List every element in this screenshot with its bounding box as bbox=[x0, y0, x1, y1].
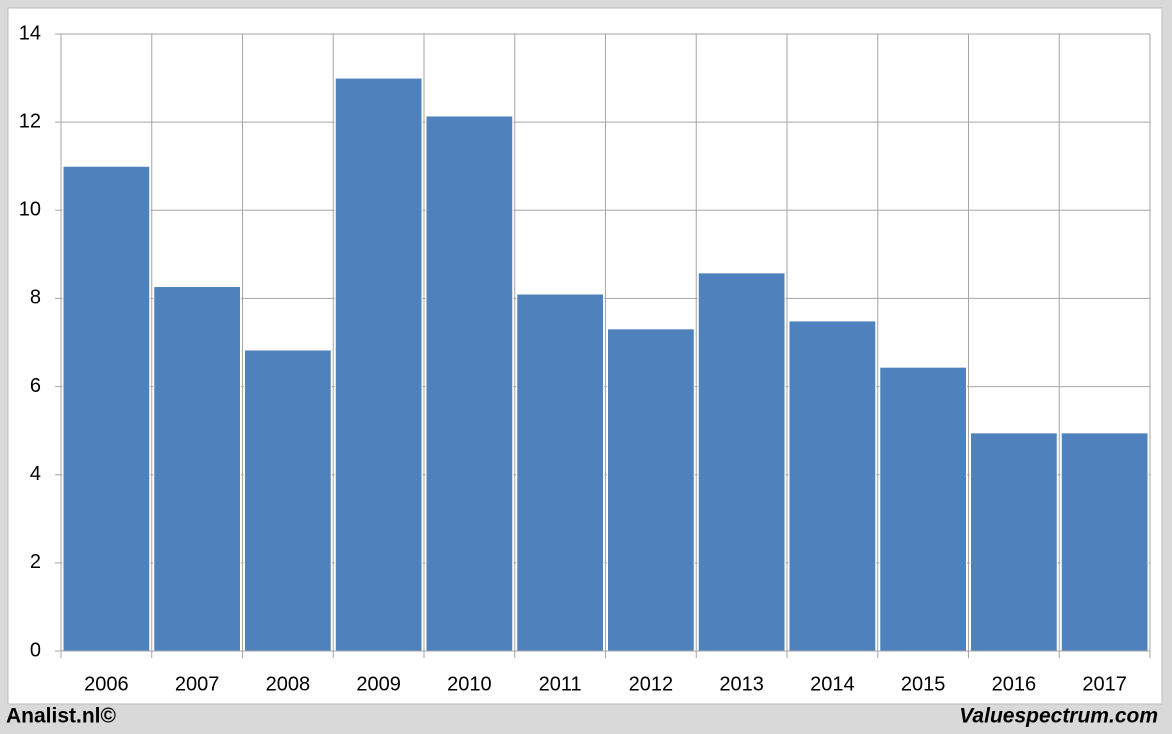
y-tick-label: 4 bbox=[30, 463, 41, 485]
x-tick-label: 2016 bbox=[992, 673, 1037, 695]
x-tick-label: 2013 bbox=[719, 673, 764, 695]
bar bbox=[697, 272, 786, 652]
bar bbox=[334, 77, 423, 652]
bar bbox=[607, 328, 695, 652]
x-tick-label: 2010 bbox=[447, 673, 492, 695]
bar bbox=[425, 115, 514, 652]
x-tick-label: 2009 bbox=[356, 673, 401, 695]
footer-left: Analist.nl© bbox=[6, 705, 117, 728]
footer-right: Valuespectrum.com bbox=[959, 705, 1158, 728]
bar bbox=[153, 286, 241, 652]
x-tick-label: 2011 bbox=[539, 673, 582, 695]
bar bbox=[970, 432, 1058, 652]
y-tick-label: 10 bbox=[19, 199, 41, 221]
bar bbox=[788, 320, 877, 652]
x-tick-label: 2006 bbox=[84, 673, 129, 695]
y-tick-label: 0 bbox=[30, 639, 41, 661]
x-tick-label: 2007 bbox=[175, 673, 220, 695]
x-tick-label: 2008 bbox=[266, 673, 311, 695]
y-tick-label: 12 bbox=[19, 110, 41, 132]
x-tick-label: 2015 bbox=[901, 673, 946, 695]
y-tick-label: 8 bbox=[30, 287, 41, 309]
bar bbox=[879, 366, 967, 652]
y-tick-label: 14 bbox=[19, 22, 41, 44]
x-tick-label: 2014 bbox=[810, 673, 855, 695]
bar bbox=[244, 349, 332, 652]
y-tick-label: 6 bbox=[30, 375, 41, 397]
bar bbox=[62, 165, 151, 652]
x-tick-label: 2012 bbox=[629, 673, 674, 695]
bar bbox=[1060, 432, 1149, 652]
x-tick-label: 2017 bbox=[1082, 673, 1127, 695]
bar bbox=[516, 293, 604, 652]
y-tick-label: 2 bbox=[30, 551, 41, 573]
